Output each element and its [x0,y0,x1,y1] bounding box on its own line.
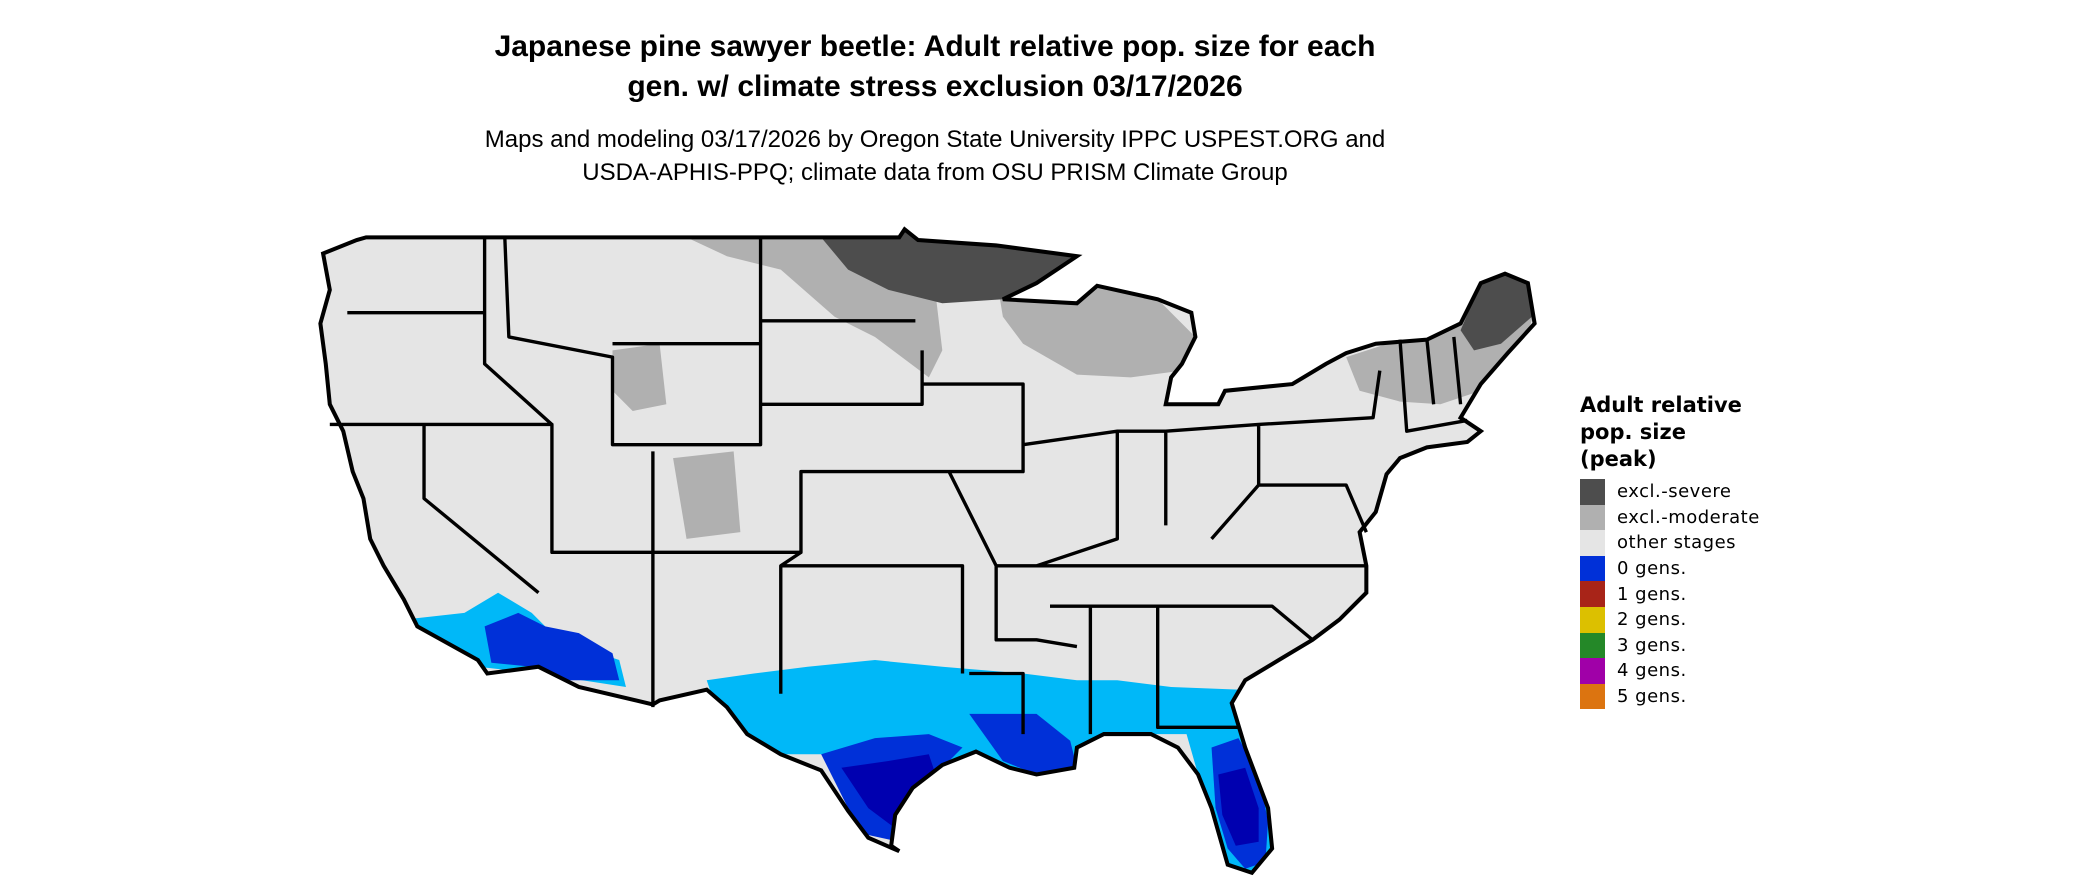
legend-item: 3 gens. [1580,632,1800,659]
legend-item: other stages [1580,530,1800,556]
map-title: Japanese pine sawyer beetle: Adult relat… [0,27,1870,107]
region-excl-moderate-rockies [612,343,741,539]
legend-swatch [1580,530,1605,556]
legend-label: excl.-severe [1617,481,1732,503]
legend-item: 5 gens. [1580,683,1800,710]
map-subtitle: Maps and modeling 03/17/2026 by Oregon S… [0,123,1870,189]
legend-swatch [1580,581,1605,607]
legend-title-line: (peak) [1580,447,1657,471]
legend-item: 2 gens. [1580,606,1800,633]
subtitle-line-2: USDA-APHIS-PPQ; climate data from OSU PR… [582,159,1288,186]
legend-label: excl.-moderate [1617,506,1760,528]
legend-swatch [1580,504,1605,531]
legend-label: 4 gens. [1617,660,1687,682]
subtitle-line-1: Maps and modeling 03/17/2026 by Oregon S… [484,126,1386,153]
legend-item: excl.-severe [1580,479,1800,505]
legend-label: 5 gens. [1617,686,1687,708]
legend: Adult relative pop. size (peak) excl.-se… [1580,392,1800,710]
legend-label: 3 gens. [1617,634,1687,656]
legend-swatch [1580,658,1605,684]
legend-swatch [1580,555,1605,582]
title-line-2: gen. w/ climate stress exclusion 03/17/2… [627,70,1243,103]
region-blue-arizona [484,612,620,681]
region-excl-severe-maine [1460,273,1532,351]
legend-swatch [1580,606,1605,633]
legend-swatch [1580,632,1605,659]
legend-label: other stages [1617,532,1737,554]
legend-label: 1 gens. [1617,583,1687,605]
region-blue-louisiana [969,713,1077,775]
legend-label: 0 gens. [1617,558,1687,580]
legend-item: 1 gens. [1580,581,1800,607]
legend-item: excl.-moderate [1580,504,1800,531]
title-line-1: Japanese pine sawyer beetle: Adult relat… [494,30,1376,63]
legend-item: 0 gens. [1580,555,1800,582]
legend-swatch [1580,683,1605,710]
legend-item: 4 gens. [1580,658,1800,684]
state-borders [329,237,1468,735]
legend-title-line: Adult relative [1580,393,1742,417]
legend-title: Adult relative pop. size (peak) [1580,392,1800,473]
region-dark-blue-florida [1218,767,1259,846]
legend-title-line: pop. size [1580,420,1686,444]
legend-swatch [1580,479,1605,505]
legend-label: 2 gens. [1617,609,1687,631]
